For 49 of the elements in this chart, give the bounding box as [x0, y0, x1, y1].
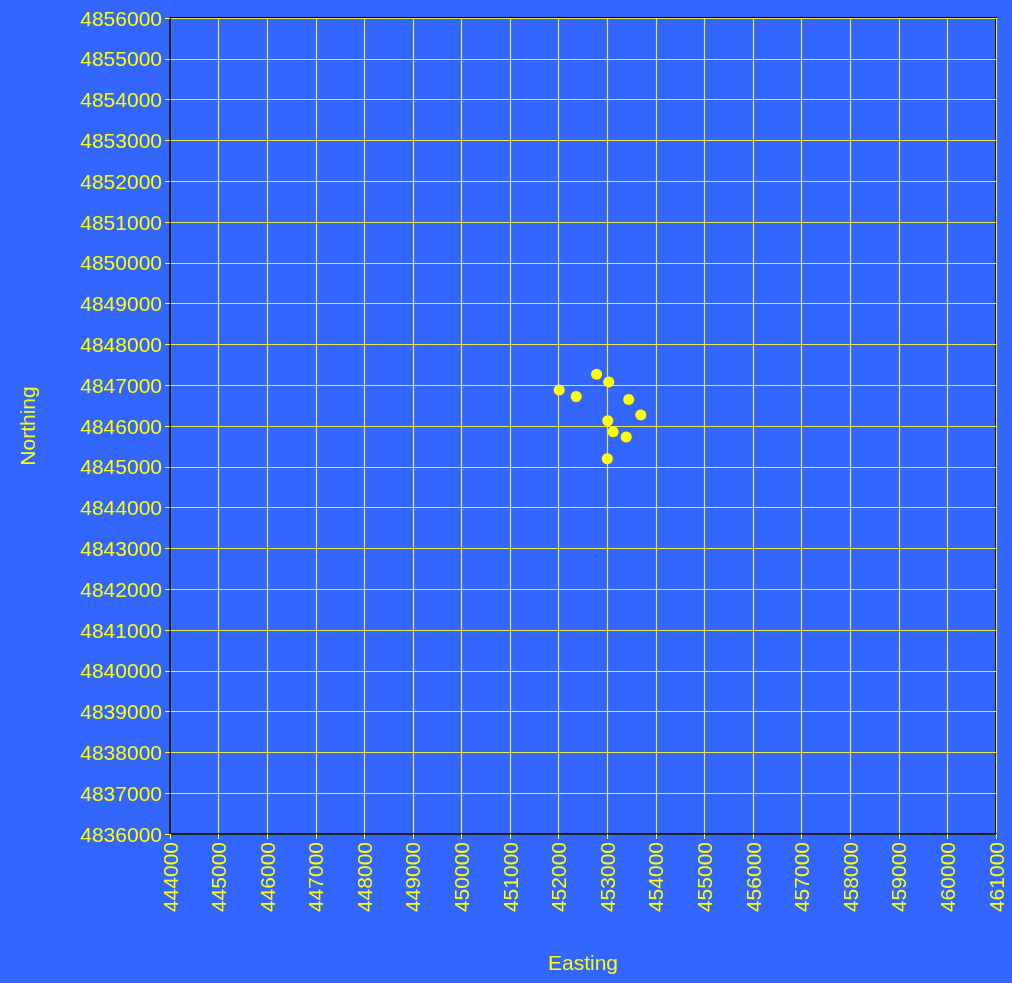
- x-tick-label: 454000: [644, 842, 668, 913]
- y-tick-label: 4848000: [80, 332, 162, 356]
- y-tick-label: 4840000: [80, 659, 162, 683]
- y-tick-label: 4847000: [80, 373, 162, 397]
- y-tick-label: 4849000: [80, 292, 162, 316]
- y-tick-label: 4841000: [80, 618, 162, 642]
- point: [635, 409, 647, 421]
- x-tick-label: 446000: [255, 842, 279, 913]
- x-tick-label: 453000: [595, 842, 619, 913]
- y-tick-label: 4842000: [80, 577, 162, 601]
- y-axis-title: Northing: [16, 386, 39, 466]
- x-tick-label: 457000: [790, 842, 814, 913]
- y-tick-label: 4838000: [80, 740, 162, 764]
- x-tick-label: 452000: [547, 842, 571, 913]
- x-tick-label: 456000: [741, 842, 765, 913]
- y-tick-label: 4856000: [80, 6, 162, 30]
- x-tick-label: 450000: [450, 842, 474, 913]
- y-tick-label: 4850000: [80, 251, 162, 275]
- point: [603, 376, 615, 388]
- x-tick-label: 459000: [887, 842, 911, 913]
- y-tick-label: 4839000: [80, 700, 162, 724]
- point: [553, 384, 565, 396]
- y-tick-label: 4845000: [80, 455, 162, 479]
- point: [601, 453, 613, 465]
- x-tick-label: 447000: [304, 842, 328, 913]
- x-tick-label: 449000: [401, 842, 425, 913]
- x-tick-label: 458000: [838, 842, 862, 913]
- x-tick-label: 455000: [692, 842, 716, 913]
- y-tick-label: 4852000: [80, 169, 162, 193]
- x-tick-label: 451000: [498, 842, 522, 913]
- point: [591, 368, 603, 380]
- y-tick-label: 4844000: [80, 496, 162, 520]
- y-tick-label: 4846000: [80, 414, 162, 438]
- point: [623, 393, 635, 405]
- point: [607, 426, 619, 438]
- x-tick-label: 461000: [984, 842, 1008, 913]
- x-tick-label: 448000: [352, 842, 376, 913]
- x-tick-label: 445000: [207, 842, 231, 913]
- x-axis-title: Easting: [547, 951, 619, 974]
- y-tick-label: 4853000: [80, 128, 162, 152]
- y-tick-label: 4843000: [80, 536, 162, 560]
- y-tick-label: 4837000: [80, 781, 162, 805]
- y-tick-label: 4855000: [80, 47, 162, 71]
- y-tick-label: 4854000: [80, 88, 162, 112]
- point: [570, 391, 582, 403]
- point: [620, 431, 632, 443]
- x-tick-label: 460000: [935, 842, 959, 913]
- point: [602, 415, 614, 427]
- y-tick-label: 4851000: [80, 210, 162, 234]
